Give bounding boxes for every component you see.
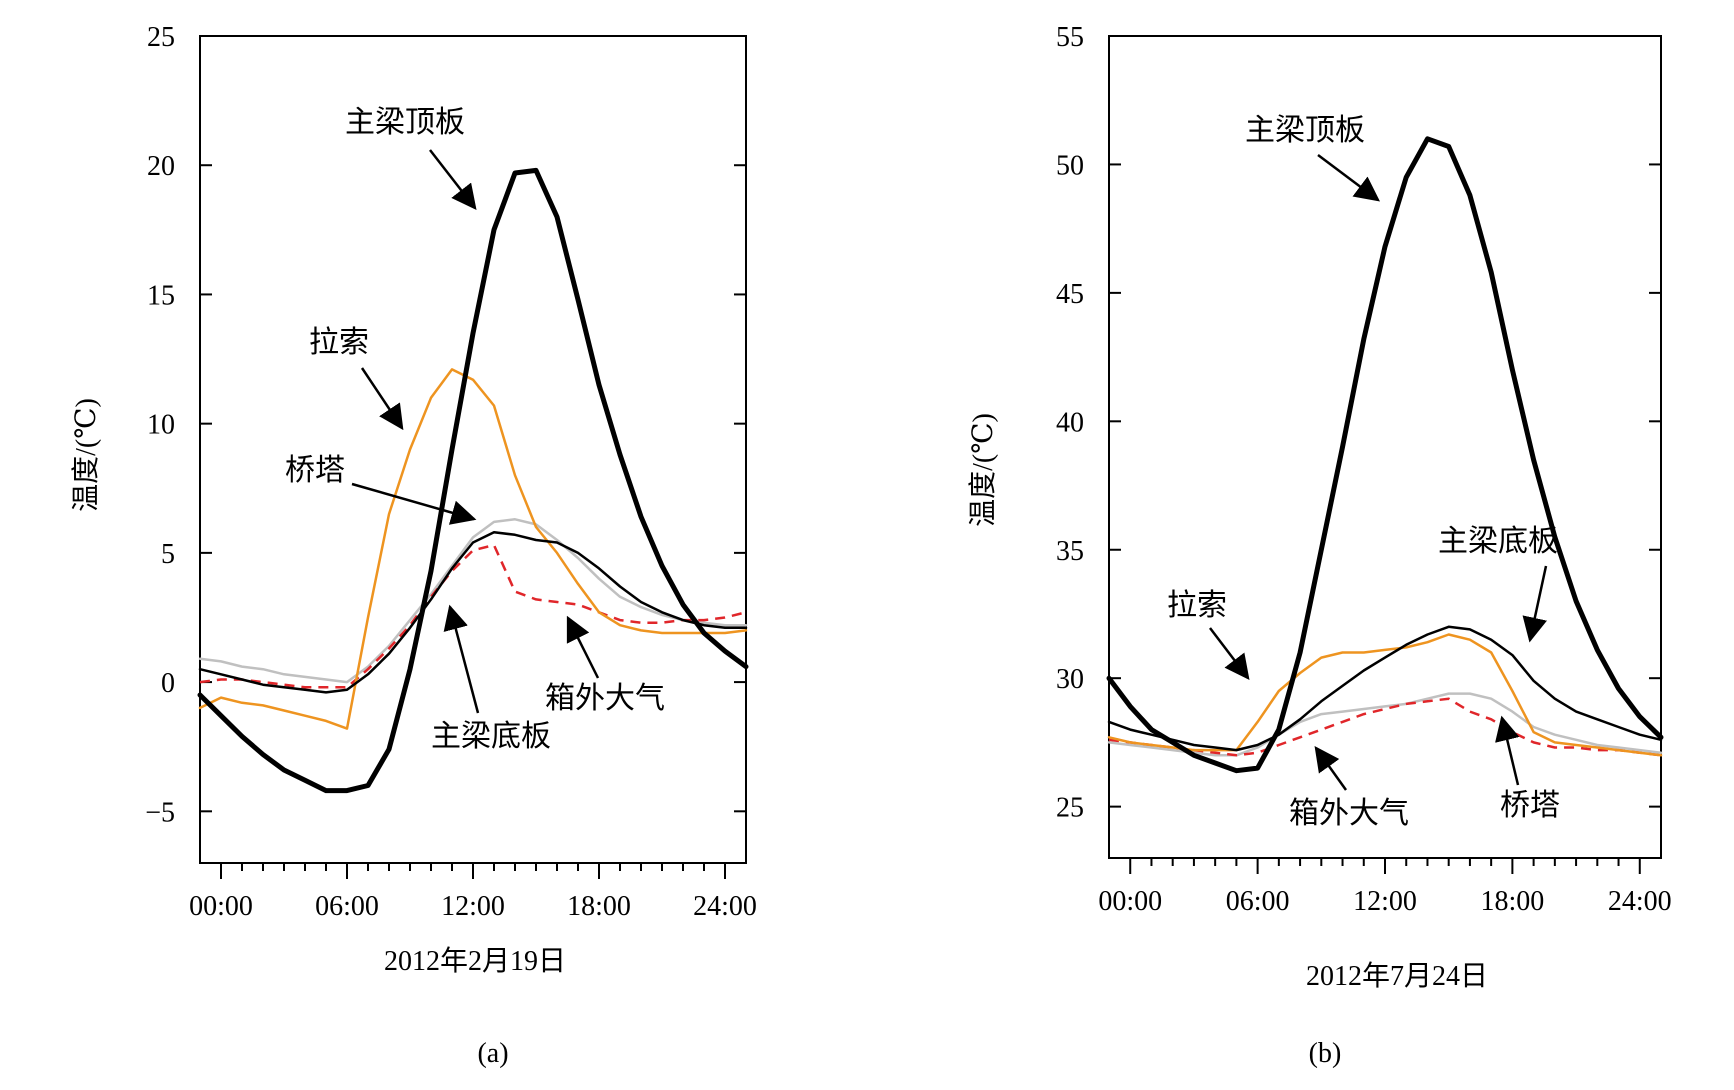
annotation-beam-top-a: 主梁顶板: [345, 106, 465, 139]
arrow-ambient-b: [1314, 745, 1348, 791]
x-tick-label-b: 06:00: [1226, 886, 1290, 917]
annotation-cable-b: 拉索: [1167, 589, 1227, 622]
x-tick-label-b: 18:00: [1480, 886, 1544, 917]
y-axis-title-a: 温度/(℃): [70, 398, 102, 512]
arrow-beam-top-a: [429, 149, 477, 210]
annotation-tower-a: 桥塔: [285, 454, 345, 487]
annotation-tower-b: 桥塔: [1500, 789, 1560, 822]
x-axis-title-b: 2012年7月24日: [1306, 960, 1488, 992]
arrow-ambient-a: [566, 615, 600, 679]
y-axis-title-b: 温度/(℃): [967, 413, 999, 527]
axis-ticks-a: −5 0 5 10 15 20 25 00:00 06:00 12:00 18:00 24:00: [145, 22, 757, 922]
series-line-cable-b: [1107, 633, 1663, 757]
y-tick-label-a: −5: [145, 797, 175, 828]
y-tick-label-a: 10: [147, 410, 175, 441]
annotation-ambient-a: 箱外大气: [545, 682, 665, 715]
axis-ticks-b: 25 30 35 40 45 50 55 00:00 06:00 12:00 18:00 24:00: [1056, 22, 1672, 917]
arrow-beam-top-b: [1317, 154, 1380, 202]
x-tick-label-a: 12:00: [441, 891, 505, 922]
series-line-beam-top-a: [197, 167, 749, 794]
y-tick-label-a: 20: [147, 151, 175, 182]
panel-caption-a: (a): [477, 1038, 508, 1069]
panel-caption-b: (b): [1309, 1038, 1342, 1069]
x-tick-label-a: 06:00: [315, 891, 379, 922]
y-tick-label-b: 40: [1056, 407, 1084, 438]
x-tick-label-b: 24:00: [1608, 886, 1672, 917]
annotation-ambient-b: 箱外大气: [1289, 797, 1409, 830]
annotations-a: 主梁顶板 拉索 桥塔 箱外大气 主梁底板: [285, 106, 665, 753]
annotations-b: 主梁顶板 主梁底板 拉索 箱外大气 桥塔: [1167, 114, 1560, 830]
series-line-beam-bottom-a: [198, 530, 748, 694]
y-tick-label-b: 30: [1056, 664, 1084, 695]
plot-area-b: [1106, 136, 1664, 774]
x-tick-label-b: 12:00: [1353, 886, 1417, 917]
y-tick-label-a: 15: [147, 280, 175, 311]
arrow-beam-bottom-a: [443, 604, 480, 714]
arrow-cable-a: [360, 367, 404, 431]
series-line-tower-b: [1107, 692, 1663, 757]
plot-area-a: [197, 167, 749, 794]
x-axis-title-a: 2012年2月19日: [384, 945, 566, 977]
series-line-tower-a: [198, 518, 748, 684]
y-tick-label-b: 25: [1056, 793, 1084, 824]
series-line-ambient-a: [199, 543, 747, 689]
x-tick-label-a: 00:00: [189, 891, 253, 922]
annotation-beam-bottom-a: 主梁底板: [431, 720, 551, 753]
y-tick-label-a: 25: [147, 22, 175, 53]
series-line-cable-a: [198, 368, 748, 730]
y-tick-label-a: 5: [161, 539, 175, 570]
panel-a: −5 0 5 10 15 20 25 00:00 06:00 12:00 18:00 24:00 温度…: [70, 22, 757, 1069]
x-tick-label-a: 18:00: [567, 891, 631, 922]
arrow-cable-b: [1209, 627, 1250, 680]
x-tick-label-b: 00:00: [1098, 886, 1162, 917]
y-tick-label-b: 35: [1056, 536, 1084, 567]
annotation-beam-top-b: 主梁顶板: [1245, 114, 1365, 147]
arrow-tower-a: [351, 482, 477, 525]
y-tick-label-b: 45: [1056, 279, 1084, 310]
x-tick-label-a: 24:00: [693, 891, 757, 922]
y-tick-label-b: 55: [1056, 22, 1084, 53]
y-tick-label-a: 0: [161, 668, 175, 699]
arrow-tower-b: [1495, 715, 1520, 786]
annotation-beam-bottom-b: 主梁底板: [1438, 525, 1558, 558]
annotation-cable-a: 拉索: [309, 326, 369, 359]
plot-frame-b: [1108, 35, 1662, 859]
y-tick-label-b: 50: [1056, 150, 1084, 181]
series-line-beam-top-b: [1106, 136, 1664, 774]
series-line-beam-bottom-b: [1107, 625, 1663, 752]
arrow-beam-bottom-b: [1522, 565, 1548, 643]
